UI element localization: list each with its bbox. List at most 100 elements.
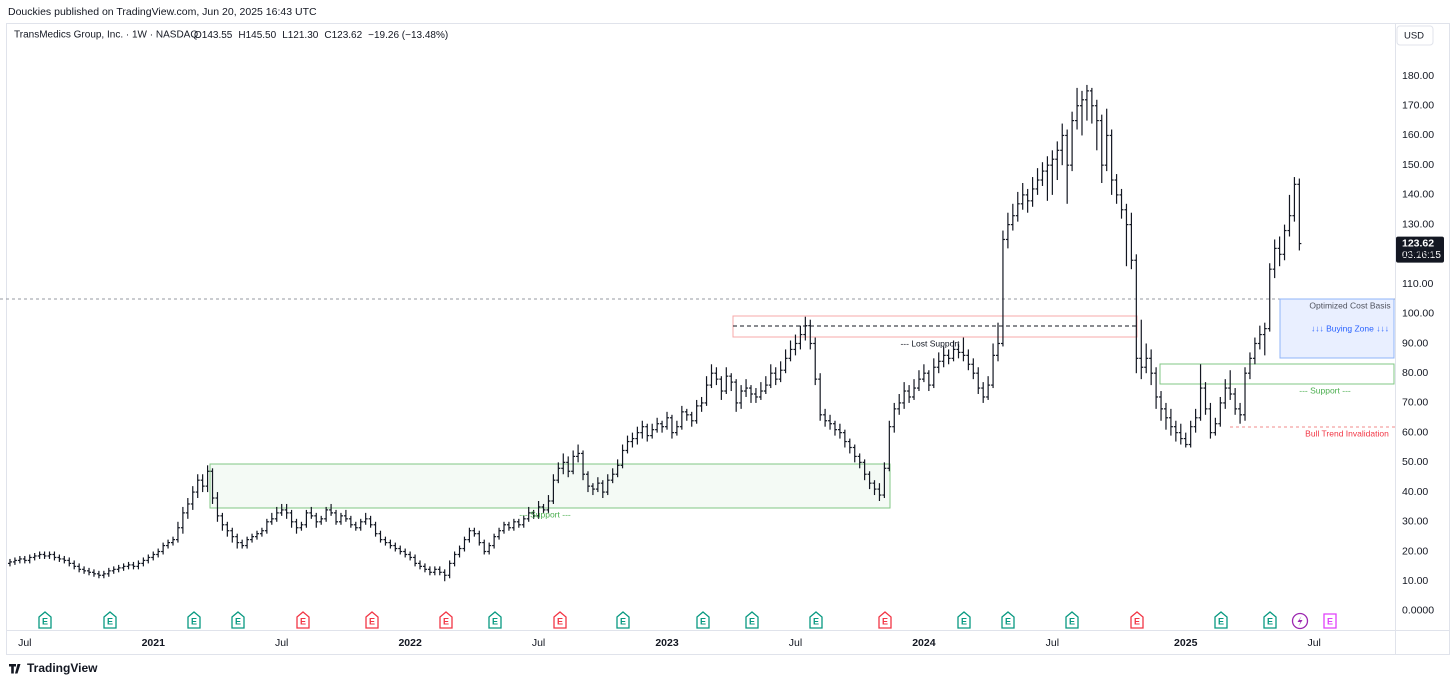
x-tick-label: Jul — [1307, 637, 1320, 649]
x-tick-label: Jul — [532, 637, 545, 649]
earnings-label: E — [107, 616, 113, 626]
x-tick-label: Jul — [18, 637, 31, 649]
earnings-marker[interactable]: E — [745, 611, 759, 629]
legend-value: −19.26 (−13.48%) — [368, 30, 448, 41]
earnings-marker[interactable]: E — [365, 611, 379, 629]
earnings-badge — [1130, 611, 1144, 629]
y-tick-label: 160.00 — [1402, 129, 1434, 141]
x-tick-label: 2024 — [912, 637, 936, 649]
y-tick-label: 70.00 — [1402, 397, 1428, 409]
price-tag-box — [1396, 236, 1444, 263]
earnings-marker[interactable]: E — [553, 611, 567, 629]
earnings-badge — [745, 611, 759, 629]
y-tick-label: 180.00 — [1402, 70, 1434, 82]
brand-name: TradingView — [27, 661, 98, 675]
earnings-badge — [809, 611, 823, 629]
publish-info: Douckies published on TradingView.com, J… — [8, 6, 317, 18]
earnings-marker[interactable]: E — [103, 611, 117, 629]
countdown: 03:16:15 — [1402, 250, 1441, 261]
earnings-marker[interactable]: E — [696, 611, 710, 629]
earnings-marker[interactable]: E — [187, 611, 201, 629]
earnings-label: E — [700, 616, 706, 626]
legend-value: C123.62 — [324, 30, 362, 41]
y-tick-label: 170.00 — [1402, 100, 1434, 112]
y-tick-label: 130.00 — [1402, 218, 1434, 230]
earnings-badge — [696, 611, 710, 629]
earnings-badge — [231, 611, 245, 629]
chart-frame — [6, 23, 1450, 655]
legend-value: H145.50 — [238, 30, 276, 41]
earnings-label: E — [235, 616, 241, 626]
x-tick-label: Jul — [1046, 637, 1059, 649]
annotation: ↓↓↓ Buying Zone ↓↓↓ — [1311, 323, 1389, 333]
lightning-marker[interactable] — [1291, 612, 1309, 630]
earnings-label: E — [1134, 616, 1140, 626]
ohlc-series — [7, 84, 1302, 582]
y-tick-label: 0.0000 — [1402, 605, 1434, 617]
x-tick-label: 2022 — [398, 637, 422, 649]
x-tick-label: Jul — [275, 637, 288, 649]
y-tick-label: 30.00 — [1402, 516, 1428, 528]
earnings-marker[interactable]: E — [616, 611, 630, 629]
annotation: --- Support --- — [1299, 385, 1351, 395]
earnings-badge — [553, 611, 567, 629]
brand-icon — [9, 664, 21, 674]
y-tick-label: 90.00 — [1402, 337, 1428, 349]
currency: USD — [1404, 31, 1424, 42]
earnings-marker[interactable]: E — [38, 611, 52, 629]
earnings-badge — [488, 611, 502, 629]
x-tick-label: Jul — [789, 637, 802, 649]
annotation: Optimized Cost Basis — [1309, 300, 1390, 310]
y-tick-label: 150.00 — [1402, 159, 1434, 171]
ohlc-legend[interactable]: O143.55 H145.50 L121.30 C123.62 −19.26 (−13.… — [194, 30, 448, 41]
last-price: 123.62 — [1402, 237, 1434, 249]
earnings-marker[interactable]: E — [1323, 613, 1337, 629]
lightning-icon — [1297, 616, 1303, 627]
earnings-marker[interactable]: E — [1263, 611, 1277, 629]
earnings-badge — [1001, 611, 1015, 629]
buying-zone — [1279, 298, 1395, 359]
earnings-label: E — [1327, 616, 1333, 626]
earnings-marker[interactable]: E — [878, 611, 892, 629]
earnings-marker[interactable]: E — [1214, 611, 1228, 629]
earnings-marker[interactable]: E — [1001, 611, 1015, 629]
earnings-label: E — [443, 616, 449, 626]
earnings-marker[interactable]: E — [1065, 611, 1079, 629]
earnings-marker[interactable]: E — [231, 611, 245, 629]
y-tick-label: 80.00 — [1402, 367, 1428, 379]
earnings-label: E — [492, 616, 498, 626]
earnings-label: E — [813, 616, 819, 626]
earnings-marker[interactable]: E — [1130, 611, 1144, 629]
y-tick-label: 110.00 — [1402, 278, 1433, 290]
y-tick-label: 10.00 — [1402, 575, 1428, 587]
y-tick-label: 50.00 — [1402, 456, 1428, 468]
earnings-label: E — [42, 616, 48, 626]
annotation: Bull Trend Invalidation — [1305, 428, 1389, 438]
earnings-marker[interactable]: E — [488, 611, 502, 629]
earnings-badge — [365, 611, 379, 629]
legend-value: O143.55 — [194, 30, 233, 41]
y-tick-label: 120.00 — [1402, 248, 1434, 260]
annotation: --- Support --- — [519, 509, 571, 519]
legend-value: L121.30 — [282, 30, 319, 41]
x-tick-label: 2021 — [142, 637, 166, 649]
earnings-badge — [187, 611, 201, 629]
currency-box[interactable] — [1396, 25, 1434, 46]
earnings-marker[interactable]: E — [809, 611, 823, 629]
earnings-badge — [957, 611, 971, 629]
earnings-badge — [38, 611, 52, 629]
earnings-label: E — [557, 616, 563, 626]
earnings-marker[interactable]: E — [296, 611, 310, 629]
earnings-marker[interactable]: E — [957, 611, 971, 629]
y-tick-label: 140.00 — [1402, 189, 1434, 201]
earnings-label: E — [369, 616, 375, 626]
annotation: --- Lost Support — [900, 338, 960, 348]
earnings-badge — [296, 611, 310, 629]
earnings-marker[interactable]: E — [439, 611, 453, 629]
earnings-badge — [1263, 611, 1277, 629]
earnings-label: E — [1069, 616, 1075, 626]
y-tick-label: 60.00 — [1402, 426, 1428, 438]
